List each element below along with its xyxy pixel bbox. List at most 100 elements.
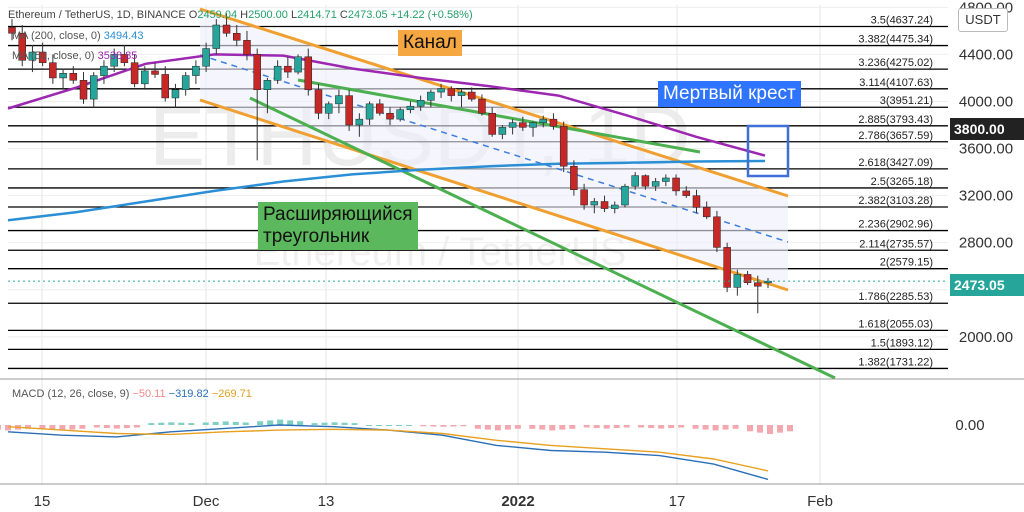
candle-body xyxy=(263,80,272,90)
macd-hist-bar xyxy=(712,425,719,431)
candle-body xyxy=(682,190,691,196)
candle-body xyxy=(631,175,639,187)
signal-line xyxy=(7,426,769,472)
candle-body xyxy=(386,113,394,120)
fib-level-label: 1.786(2285.53) xyxy=(858,291,933,303)
x-tick-label: Dec xyxy=(193,493,220,510)
candle-body xyxy=(324,103,333,114)
candle-body xyxy=(457,91,466,96)
last-price-badge: 2473.05 xyxy=(950,274,1024,296)
candle-body xyxy=(253,54,261,90)
candle-body xyxy=(89,75,98,100)
macd-hist-bar xyxy=(732,425,739,429)
macd-hist-bar xyxy=(648,425,655,429)
candle-body xyxy=(130,62,139,85)
fib-level-label: 2.114(2735.57) xyxy=(859,238,933,250)
candle-body xyxy=(171,89,180,99)
candle-body xyxy=(284,65,292,73)
close-value: 2473.05 xyxy=(347,9,388,21)
triangle-note: Расширяющийся треугольник xyxy=(258,202,418,250)
macd-hist-bar xyxy=(692,425,699,429)
fib-level-label: 2.382(3103.28) xyxy=(858,195,933,207)
macd-hist-bar xyxy=(69,425,76,430)
x-tick-label: 17 xyxy=(669,493,686,510)
low-value: 2414.71 xyxy=(297,9,337,21)
macd-zero-tick: 0.00 xyxy=(955,417,984,434)
x-tick-label: 15 xyxy=(34,493,51,510)
macd-hist-bar xyxy=(311,423,318,425)
macd-hist-bar xyxy=(514,425,521,429)
candle-body xyxy=(621,185,629,206)
currency-selector[interactable]: USDT xyxy=(958,8,1008,32)
symbol-label: Ethereum / TetherUS, 1D, BINANCE xyxy=(8,9,186,21)
candle-body xyxy=(233,32,241,41)
macd-hist-bar xyxy=(257,421,264,425)
fib-level-label: 2.236(2902.96) xyxy=(858,219,933,231)
macd-hist-bar xyxy=(49,425,56,430)
fib-level-label: 3.236(4275.02) xyxy=(858,57,933,69)
y-tick-label: 3200.00 xyxy=(959,188,1013,205)
macd-hist-bar xyxy=(623,425,630,428)
candle-body xyxy=(212,24,221,49)
macd-hist-bar xyxy=(668,425,675,429)
macd-hist-bar xyxy=(202,422,209,425)
macd-hist-bar xyxy=(747,425,753,432)
macd-hist-bar xyxy=(366,425,372,426)
fib-level-label: 2.786(3657.59) xyxy=(858,130,933,142)
high-value: 2500.00 xyxy=(248,9,288,21)
macd-hist-bar xyxy=(178,422,185,425)
macd-hist-bar xyxy=(267,420,274,425)
macd-hist-bar xyxy=(351,423,358,425)
candle-body xyxy=(100,65,108,76)
candle-body xyxy=(335,95,343,105)
candle-body xyxy=(713,216,721,248)
macd-hist-bar xyxy=(777,425,783,433)
candle-body xyxy=(161,74,169,99)
triangle-lower-line xyxy=(249,96,836,380)
ma50-value: 3538.85 xyxy=(97,50,138,62)
candle-body xyxy=(79,80,88,100)
candle-body xyxy=(754,282,762,287)
ma200-value: 3494.43 xyxy=(103,30,144,42)
y-tick-label: 2000.00 xyxy=(959,329,1013,346)
change-value: +14.22 (+0.58%) xyxy=(390,9,473,21)
macd-hist-bar xyxy=(440,425,447,427)
candle-body xyxy=(539,118,547,123)
candle-body xyxy=(28,51,37,61)
macd-hist-bar xyxy=(59,425,66,431)
candle-body xyxy=(49,62,57,79)
macd-hist-bar xyxy=(297,421,304,425)
macd-hist-bar xyxy=(484,425,491,430)
death-cross-note: Мертвый крест xyxy=(658,81,801,107)
macd-hist-bar xyxy=(376,425,382,426)
triangle-note-line2: треугольник xyxy=(263,226,370,247)
macd-hist-bar xyxy=(133,425,140,428)
channel-lower-line xyxy=(199,98,789,292)
ma50-legend: MA (50, close, 0) 3538.85 xyxy=(12,50,137,62)
candle-body xyxy=(243,40,251,55)
level-badge: 3800.00 xyxy=(950,118,1024,140)
candle-body xyxy=(141,70,149,85)
macd-hist-bar xyxy=(242,422,249,425)
y-tick-label: 4400.00 xyxy=(959,46,1013,63)
candle-body xyxy=(692,195,701,208)
macd-hist-bar xyxy=(148,423,155,425)
macd-hist-bar xyxy=(658,425,665,429)
channel-note: Канал xyxy=(398,30,462,56)
macd-hist-bar xyxy=(539,425,546,430)
candle-body xyxy=(437,88,445,93)
macd-hist-bar xyxy=(386,425,392,426)
macd-hist-bar xyxy=(396,425,402,426)
macd-hist-bar xyxy=(613,425,620,429)
candle-body xyxy=(202,48,210,67)
macd-legend: MACD (12, 26, close, 9) −50.11 −319.82 −… xyxy=(12,388,252,400)
macd-hist-bar xyxy=(39,425,46,429)
macd-hist-bar xyxy=(787,425,793,432)
fib-level-label: 3(3951.21) xyxy=(880,95,933,107)
candle-body xyxy=(600,201,609,209)
macd-hist-bar xyxy=(559,425,566,430)
channel-fill xyxy=(200,9,788,290)
fib-level-label: 1.618(2055.03) xyxy=(858,318,933,330)
